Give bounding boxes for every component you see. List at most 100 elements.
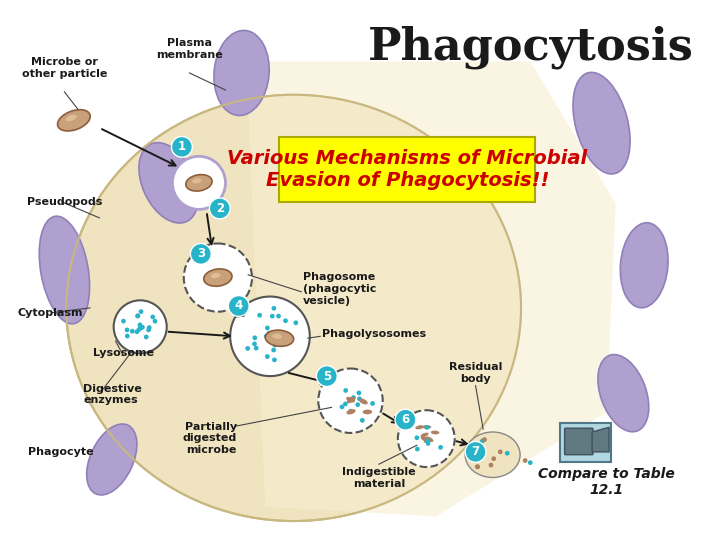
- Text: Cytoplasm: Cytoplasm: [17, 308, 83, 318]
- Text: 7: 7: [472, 446, 480, 458]
- Ellipse shape: [363, 409, 372, 414]
- Ellipse shape: [422, 437, 431, 441]
- Circle shape: [528, 460, 533, 465]
- Ellipse shape: [272, 334, 282, 339]
- Polygon shape: [592, 427, 609, 452]
- Circle shape: [370, 401, 375, 406]
- Circle shape: [273, 335, 277, 340]
- Text: Phagocyte: Phagocyte: [28, 447, 94, 457]
- Circle shape: [135, 314, 140, 319]
- Text: Residual
body: Residual body: [449, 362, 503, 384]
- Text: Various Mechanisms of Microbial
Evasion of Phagocytosis!!: Various Mechanisms of Microbial Evasion …: [228, 149, 588, 190]
- Circle shape: [489, 463, 493, 468]
- Ellipse shape: [66, 94, 521, 521]
- Circle shape: [265, 335, 270, 340]
- Circle shape: [266, 331, 271, 335]
- Circle shape: [498, 449, 503, 454]
- Circle shape: [491, 456, 496, 461]
- Circle shape: [465, 442, 486, 462]
- Circle shape: [480, 438, 485, 443]
- Circle shape: [475, 464, 480, 469]
- Text: Compare to Table
12.1: Compare to Table 12.1: [538, 467, 675, 497]
- Ellipse shape: [420, 436, 428, 442]
- Ellipse shape: [265, 330, 294, 346]
- Circle shape: [398, 410, 455, 467]
- Ellipse shape: [40, 216, 89, 324]
- Ellipse shape: [58, 110, 90, 131]
- Circle shape: [426, 438, 430, 443]
- Circle shape: [356, 390, 361, 395]
- Circle shape: [283, 319, 288, 323]
- Circle shape: [265, 354, 270, 359]
- Circle shape: [348, 409, 353, 414]
- Circle shape: [284, 335, 289, 340]
- Circle shape: [264, 334, 269, 339]
- Text: Lysosome: Lysosome: [93, 348, 154, 359]
- Circle shape: [265, 326, 270, 330]
- Circle shape: [267, 335, 272, 340]
- Circle shape: [184, 244, 252, 312]
- Circle shape: [523, 458, 528, 463]
- Circle shape: [357, 396, 362, 401]
- Circle shape: [426, 441, 431, 445]
- Circle shape: [340, 404, 344, 409]
- Ellipse shape: [359, 399, 368, 404]
- Circle shape: [438, 445, 443, 450]
- Circle shape: [121, 319, 126, 323]
- Circle shape: [343, 402, 348, 406]
- Circle shape: [252, 341, 257, 346]
- Circle shape: [144, 335, 148, 339]
- Circle shape: [270, 314, 274, 319]
- Ellipse shape: [211, 273, 220, 278]
- Ellipse shape: [598, 355, 649, 432]
- Ellipse shape: [465, 432, 520, 477]
- Ellipse shape: [431, 430, 439, 434]
- Text: 2: 2: [216, 202, 224, 215]
- Circle shape: [138, 325, 143, 329]
- FancyBboxPatch shape: [279, 137, 535, 202]
- Circle shape: [360, 418, 365, 423]
- Text: Indigestible
material: Indigestible material: [342, 467, 415, 489]
- Circle shape: [139, 326, 144, 330]
- Circle shape: [254, 346, 258, 350]
- Ellipse shape: [420, 433, 428, 437]
- Circle shape: [294, 320, 298, 325]
- Ellipse shape: [426, 436, 433, 442]
- Circle shape: [268, 334, 272, 339]
- Circle shape: [505, 451, 510, 456]
- Circle shape: [276, 314, 281, 319]
- Circle shape: [271, 306, 276, 310]
- Circle shape: [125, 334, 130, 339]
- Ellipse shape: [573, 72, 630, 174]
- Ellipse shape: [204, 269, 232, 286]
- Circle shape: [150, 315, 155, 319]
- Text: 5: 5: [323, 369, 331, 383]
- Circle shape: [316, 366, 337, 387]
- Text: 3: 3: [197, 247, 205, 260]
- FancyBboxPatch shape: [564, 428, 593, 455]
- Circle shape: [125, 328, 130, 332]
- Circle shape: [153, 319, 158, 323]
- Text: Phagolysosomes: Phagolysosomes: [322, 329, 426, 340]
- Text: Digestive
enzymes: Digestive enzymes: [84, 384, 142, 406]
- Text: Phagosome
(phagocytic
vesicle): Phagosome (phagocytic vesicle): [303, 272, 377, 306]
- Circle shape: [343, 388, 348, 393]
- Text: 1: 1: [178, 140, 186, 153]
- Circle shape: [318, 368, 383, 433]
- Ellipse shape: [86, 424, 137, 495]
- Ellipse shape: [346, 397, 355, 402]
- Circle shape: [253, 335, 257, 340]
- Circle shape: [139, 309, 143, 314]
- Ellipse shape: [621, 222, 668, 308]
- FancyBboxPatch shape: [560, 422, 611, 462]
- Text: Partially
digested
microbe: Partially digested microbe: [183, 422, 237, 455]
- Circle shape: [272, 343, 277, 347]
- Ellipse shape: [192, 178, 202, 184]
- Circle shape: [415, 435, 419, 440]
- Circle shape: [482, 437, 487, 442]
- Circle shape: [230, 296, 310, 376]
- Circle shape: [356, 402, 360, 407]
- Circle shape: [130, 329, 135, 334]
- Circle shape: [246, 346, 250, 351]
- Circle shape: [114, 300, 167, 353]
